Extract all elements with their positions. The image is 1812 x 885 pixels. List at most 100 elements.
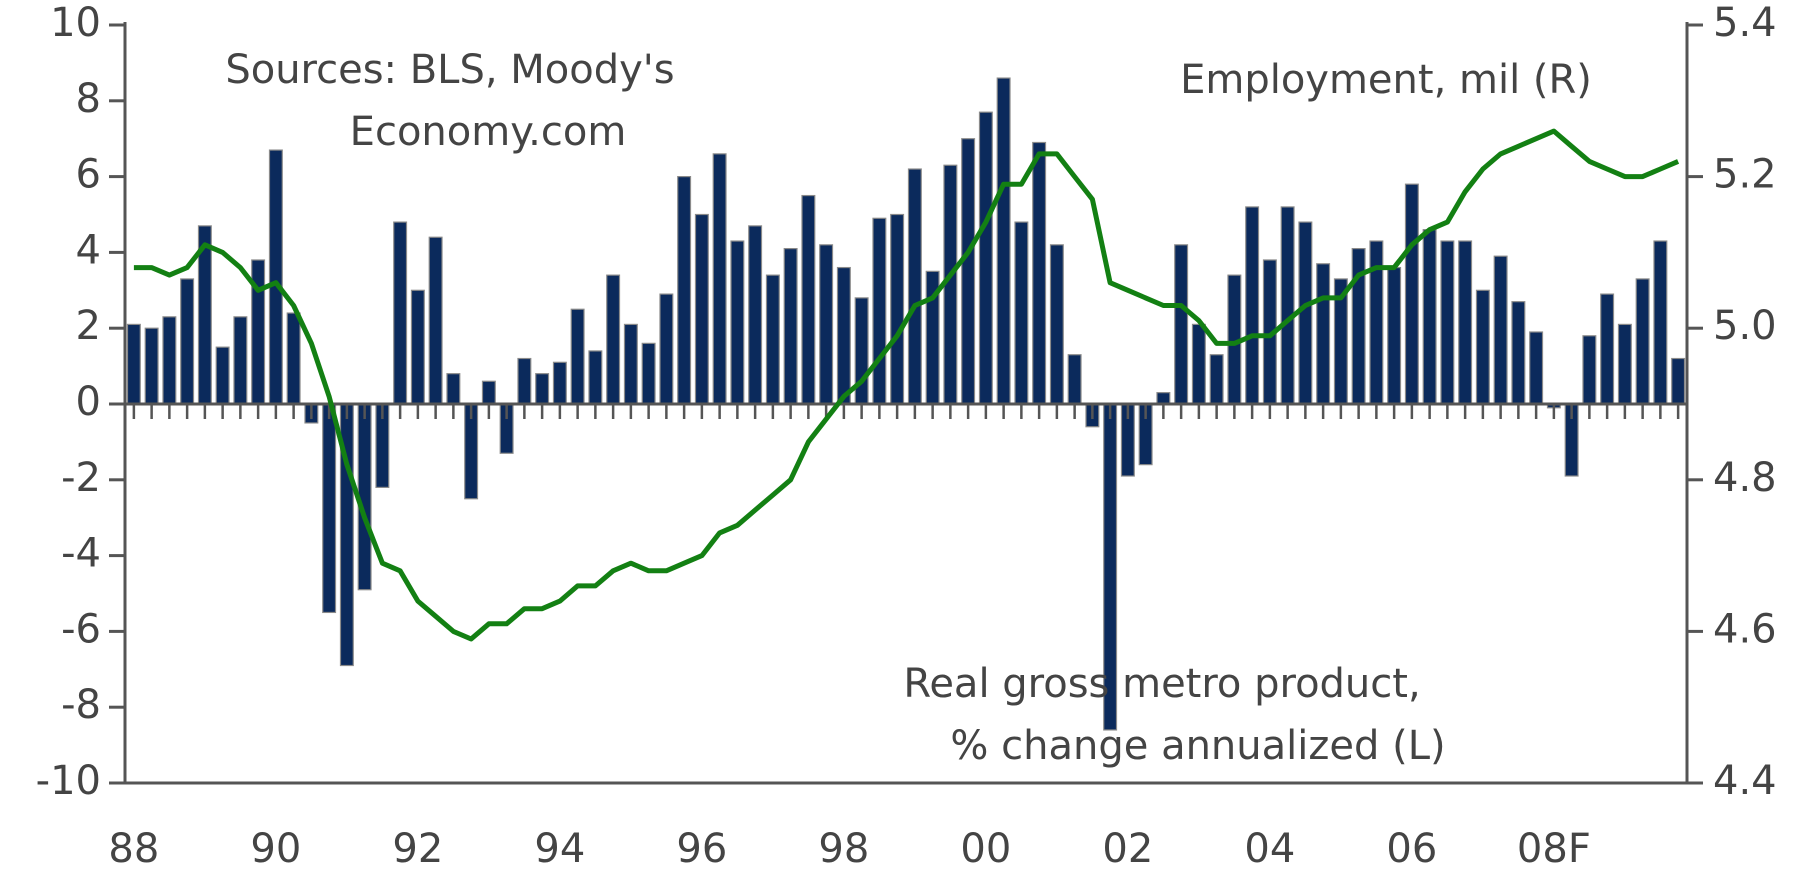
y-tick-label: -10 [36, 758, 101, 804]
bar [836, 266, 851, 405]
y-tick-label: 6 [76, 152, 101, 198]
bar [1316, 263, 1331, 405]
bar [1422, 229, 1437, 405]
bar [481, 380, 496, 405]
y2-tick-label: 4.4 [1713, 758, 1777, 804]
bar [162, 316, 177, 405]
bar [1440, 240, 1455, 405]
y-tick-label: 4 [76, 227, 101, 273]
bar [748, 225, 763, 405]
bar [872, 217, 887, 405]
bar [1174, 244, 1189, 405]
line [133, 128, 1680, 642]
bar [322, 403, 337, 614]
annotation: % change annualized (L) [950, 723, 1445, 769]
x-tick-label: 90 [250, 826, 301, 872]
bar [978, 111, 993, 405]
bar [233, 316, 248, 405]
bar [996, 77, 1011, 405]
y2-tick-label: 4.6 [1713, 606, 1777, 652]
bar [1298, 221, 1313, 405]
bar [588, 350, 603, 405]
y-tick-label: -4 [61, 531, 101, 577]
bar [215, 346, 230, 405]
y2-tick-label: 5.4 [1713, 0, 1777, 46]
y-tick-label: 8 [76, 76, 101, 122]
y-tick-label: 0 [76, 379, 101, 425]
bar [1387, 266, 1402, 405]
y-tick-label: 10 [50, 0, 101, 46]
bar [126, 323, 141, 405]
bar [1475, 289, 1490, 405]
bar [890, 213, 905, 405]
bar [712, 153, 727, 405]
bar [1511, 301, 1526, 405]
bar [659, 293, 674, 405]
y-tick-label: 2 [76, 303, 101, 349]
bar [535, 373, 550, 405]
bar [677, 176, 692, 405]
bar [1653, 240, 1668, 405]
y-tick-label: -6 [61, 606, 101, 652]
bar [1014, 221, 1029, 405]
bar [819, 244, 834, 405]
x-tick-label: 06 [1386, 826, 1437, 872]
x-tick-label: 96 [676, 826, 727, 872]
bar [1635, 278, 1650, 405]
bar [1493, 255, 1508, 405]
bar [517, 357, 532, 405]
bar [1209, 354, 1224, 405]
bar [1600, 293, 1615, 405]
y2-tick-label: 5.0 [1713, 303, 1777, 349]
bar [393, 221, 408, 405]
bar [765, 274, 780, 405]
bar [1458, 240, 1473, 405]
bar [1245, 206, 1260, 405]
bar [1529, 331, 1544, 405]
bar [1067, 354, 1082, 405]
y2-tick-label: 4.8 [1713, 455, 1777, 501]
x-tick-label: 98 [818, 826, 869, 872]
bar [1404, 183, 1419, 405]
bar [1049, 244, 1064, 405]
bar [1582, 335, 1597, 405]
annotation: Real gross metro product, [903, 661, 1420, 707]
y-tick-label: -2 [61, 455, 101, 501]
bar [144, 327, 159, 405]
x-tick-label: 00 [960, 826, 1011, 872]
annotation: Sources: BLS, Moody's [225, 47, 674, 93]
bar [801, 194, 816, 405]
annotation: Economy.com [350, 109, 627, 155]
bar [1191, 323, 1206, 405]
bar [1617, 323, 1632, 405]
bar [446, 373, 461, 405]
bar [907, 168, 922, 405]
bar [1280, 206, 1295, 405]
bar [730, 240, 745, 405]
x-tick-label: 08F [1517, 826, 1591, 872]
bar [1156, 392, 1171, 405]
bar [286, 312, 301, 405]
bar [570, 308, 585, 405]
x-tick-label: 02 [1102, 826, 1153, 872]
y-tick-label: -8 [61, 682, 101, 728]
y2-tick-label: 5.2 [1713, 152, 1777, 198]
bar [428, 236, 443, 405]
bar [268, 149, 283, 405]
bar [606, 274, 621, 405]
bar [180, 278, 195, 405]
bar [552, 361, 567, 405]
x-tick-label: 88 [108, 826, 159, 872]
bar [961, 138, 976, 405]
x-tick-label: 04 [1244, 826, 1295, 872]
x-tick-label: 92 [392, 826, 443, 872]
bar [641, 342, 656, 405]
bar [1671, 357, 1686, 405]
bar [783, 248, 798, 405]
bar [623, 323, 638, 405]
annotation: Employment, mil (R) [1180, 57, 1592, 103]
bar [1032, 141, 1047, 405]
bar [410, 289, 425, 405]
bar [694, 213, 709, 405]
